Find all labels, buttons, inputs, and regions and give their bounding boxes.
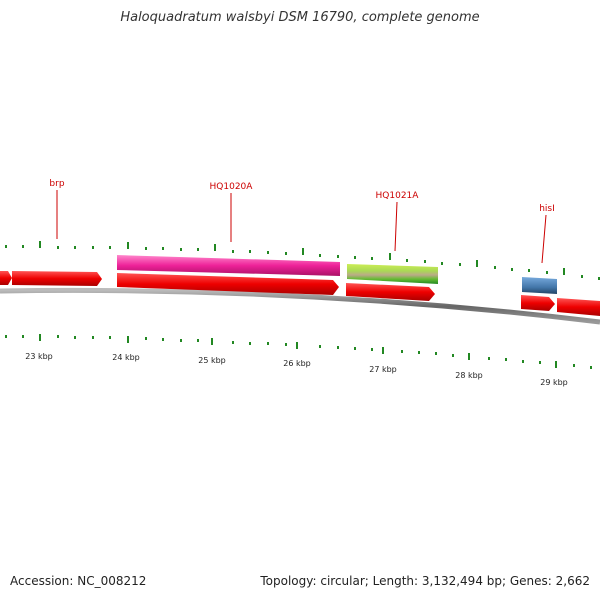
- map-title: Haloquadratum walsbyi DSM 16790, complet…: [120, 10, 480, 25]
- feature-hisi-bar[interactable]: [522, 277, 557, 294]
- feature-hq1021a-bar[interactable]: [347, 264, 438, 284]
- gene-label-hq1020a[interactable]: HQ1020A: [210, 182, 254, 192]
- gene-label-brp[interactable]: brp: [49, 179, 64, 189]
- cds-arrow-right-edge[interactable]: [557, 298, 600, 316]
- label-line-hisi: [541, 214, 547, 264]
- accession-text: Accession: NC_008212: [10, 574, 147, 588]
- scale-label-25kbp: 25 kbp: [198, 356, 226, 365]
- scale-label-29kbp: 29 kbp: [540, 378, 568, 387]
- label-line-hq1021a: [394, 201, 398, 252]
- cds-arrow-hq1020a[interactable]: [117, 273, 339, 295]
- cds-arrow-hisi[interactable]: [521, 295, 555, 311]
- scale-label-26kbp: 26 kbp: [283, 359, 311, 368]
- scale-label-28kbp: 28 kbp: [455, 371, 483, 380]
- cds-arrow-brp[interactable]: [12, 271, 102, 286]
- cds-arrow-left-edge[interactable]: [0, 271, 12, 285]
- lower-tick-row: [5, 334, 592, 369]
- upper-tick-row: [5, 241, 600, 280]
- scale-label-24kbp: 24 kbp: [112, 353, 140, 362]
- gene-label-hisi[interactable]: hisI: [539, 204, 555, 214]
- scale-label-23kbp: 23 kbp: [25, 352, 53, 361]
- feature-hq1020a-bar[interactable]: [117, 255, 340, 276]
- scale-label-27kbp: 27 kbp: [369, 365, 397, 374]
- genome-backbone: [0, 287, 600, 325]
- cds-arrow-hq1021a[interactable]: [346, 283, 435, 301]
- genome-summary-text: Topology: circular; Length: 3,132,494 bp…: [260, 574, 590, 588]
- gene-label-hq1021a[interactable]: HQ1021A: [376, 191, 420, 201]
